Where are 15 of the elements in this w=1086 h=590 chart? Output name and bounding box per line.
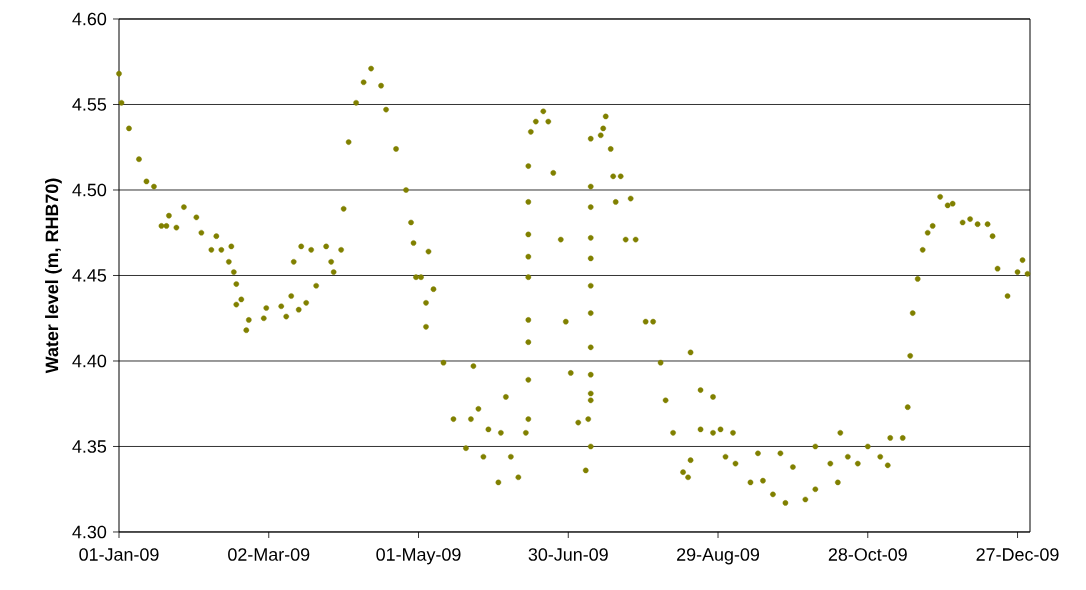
y-tick-label: 4.45 (72, 269, 107, 282)
x-tick-label: 28-Oct-09 (828, 548, 907, 561)
y-tick-label: 4.60 (72, 12, 107, 26)
x-tick-label: 29-Aug-09 (677, 548, 760, 565)
x-tick-label: 02-Mar-09 (228, 548, 310, 561)
y-axis-title: Water level (m, RHB70) (45, 178, 62, 374)
y-tick-label: 4.50 (72, 183, 107, 197)
x-tick-label: 01-May-09 (376, 548, 461, 565)
y-tick-label: 4.55 (72, 98, 107, 111)
x-tick-label: 01-Jan-09 (79, 548, 159, 561)
x-tick-label: 27-Dec-09 (976, 548, 1059, 561)
y-tick-label: 4.30 (72, 525, 107, 539)
y-tick-label: 4.35 (72, 440, 107, 453)
y-tick-label: 4.40 (72, 354, 107, 368)
x-tick-label: 30-Jun-09 (528, 548, 608, 561)
